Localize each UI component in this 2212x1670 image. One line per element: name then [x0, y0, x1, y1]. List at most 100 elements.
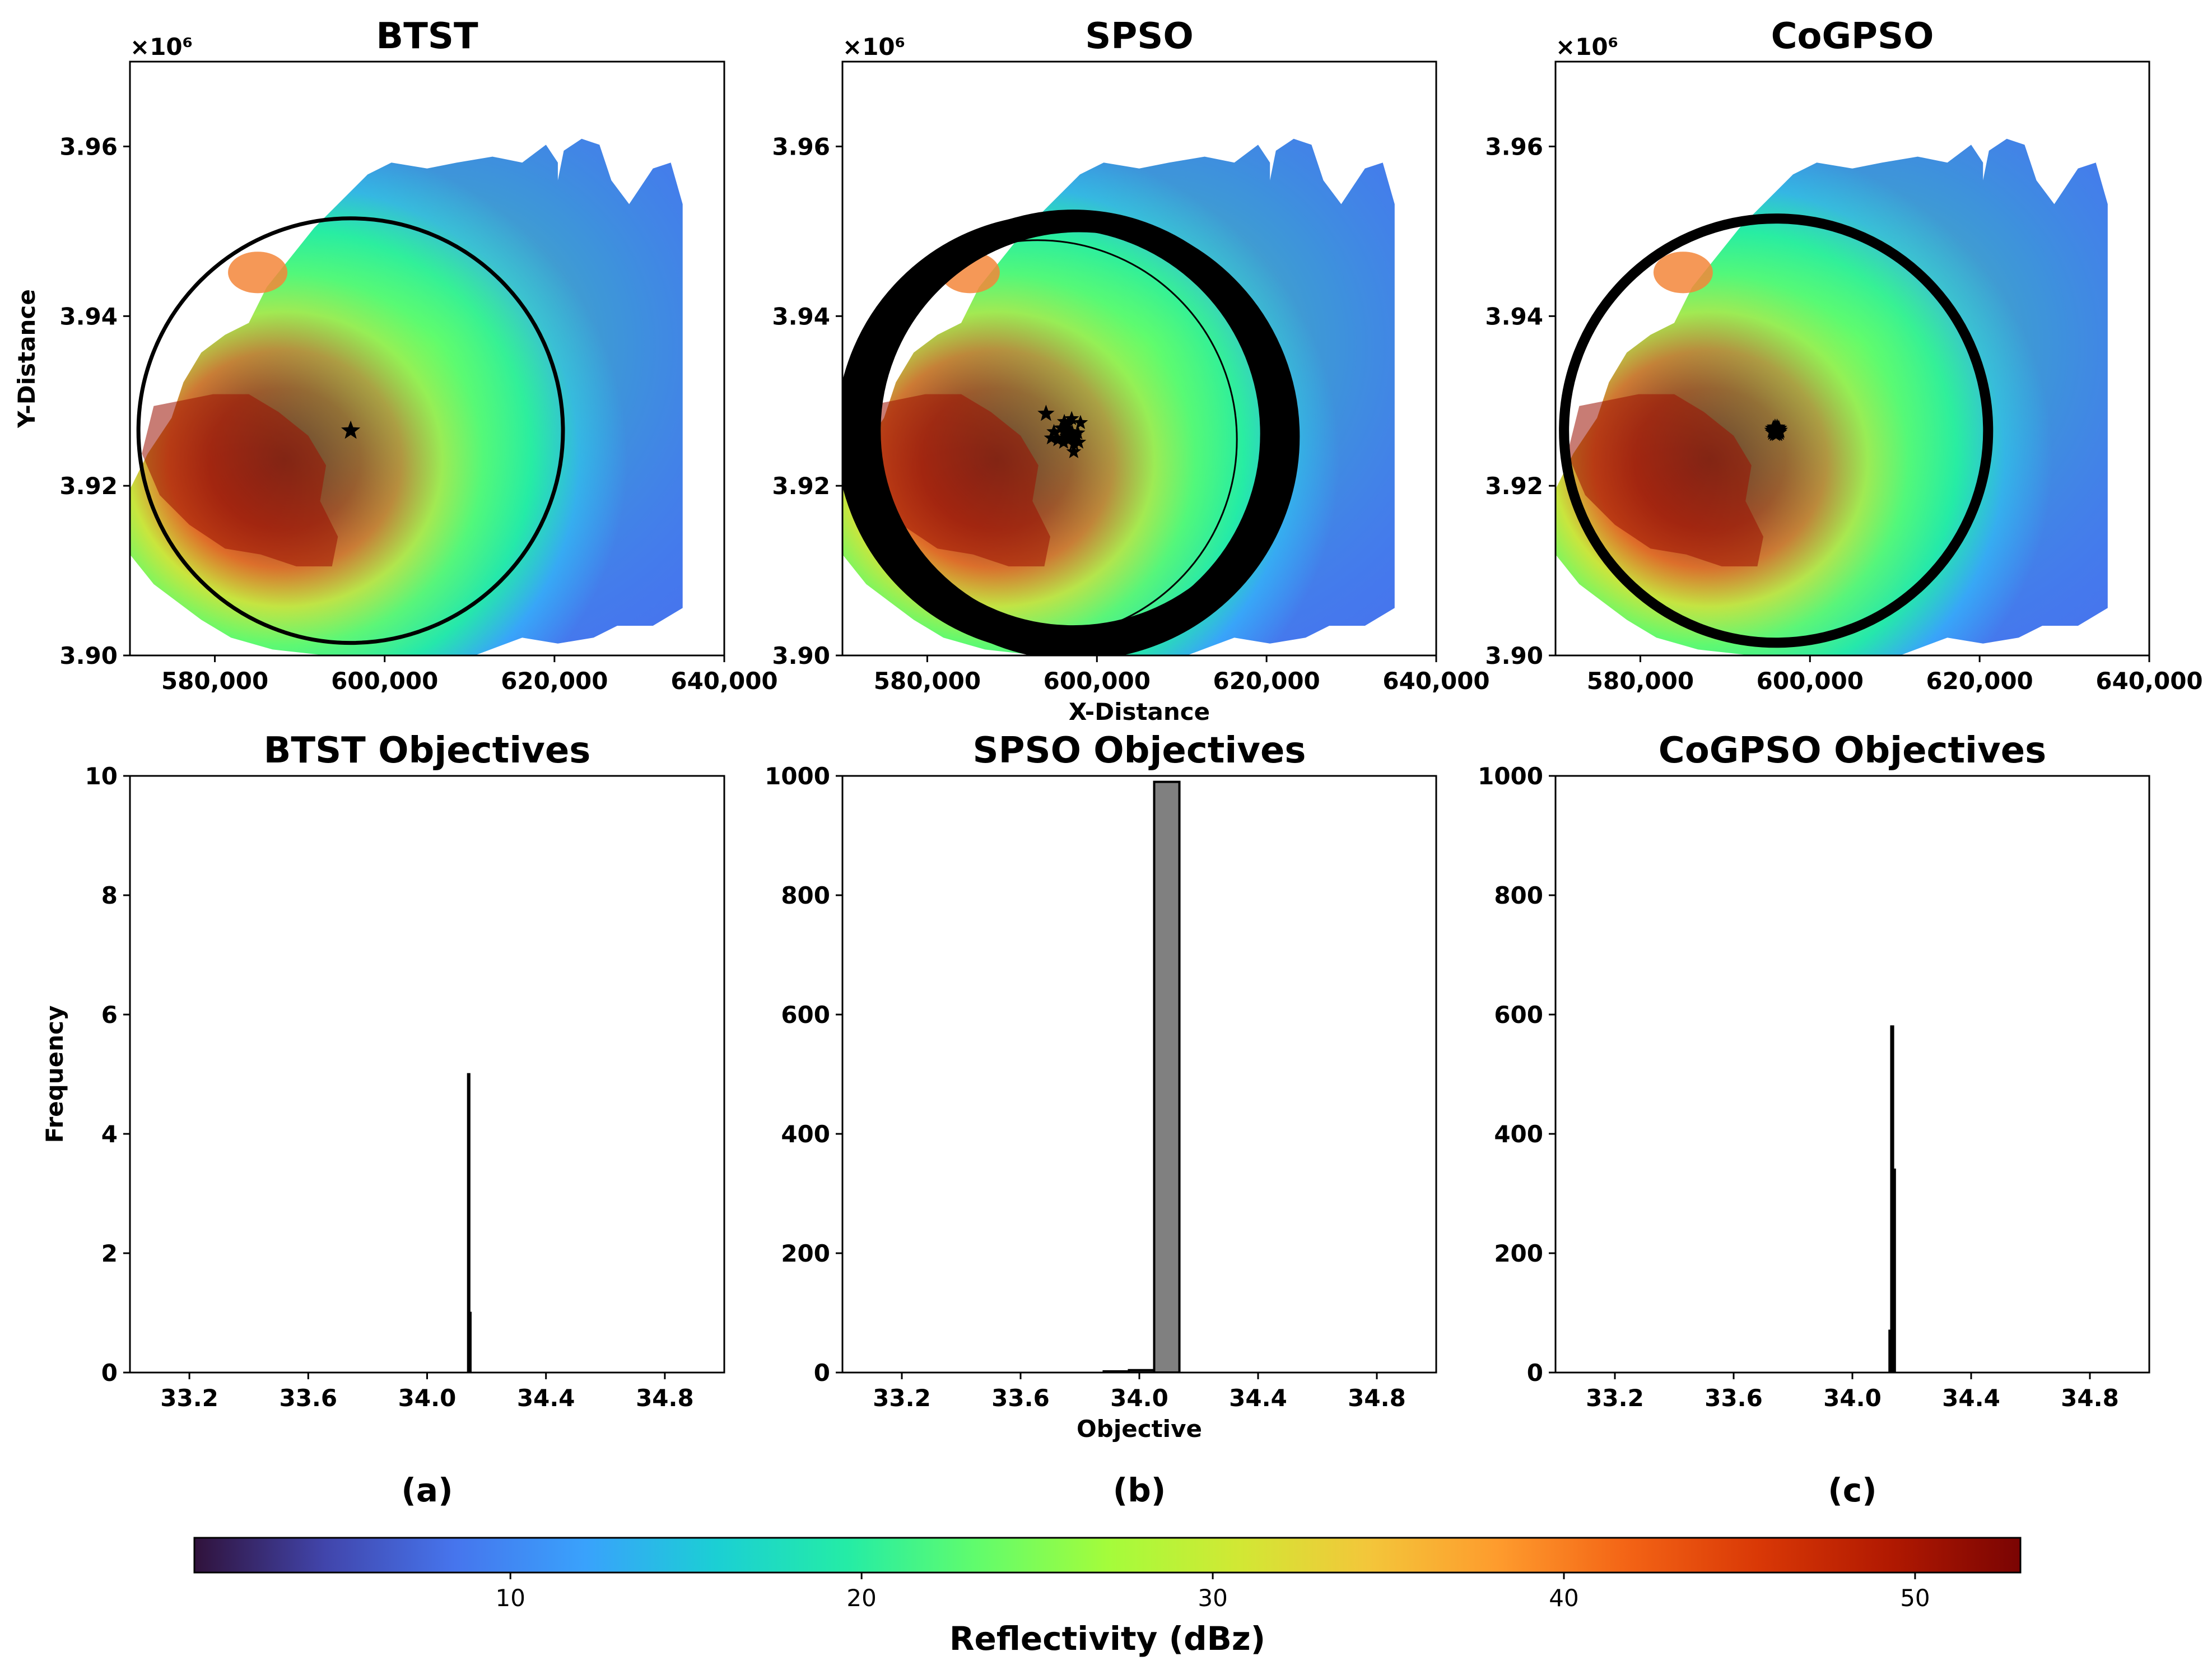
- x-axis-label: X-Distance: [1069, 698, 1210, 725]
- axes-frame: [129, 61, 725, 657]
- y-tick-label: 600: [781, 1001, 830, 1029]
- x-tick-label: 34.0: [1823, 1384, 1882, 1412]
- candidate-center-marker: [1071, 434, 1087, 449]
- star-marker: [341, 420, 361, 439]
- histogram-bars: [1888, 1025, 1896, 1373]
- histogram-bars: [1102, 780, 1181, 1373]
- storm-core: [1567, 394, 1763, 566]
- candidate-center-marker: [1056, 413, 1072, 429]
- x-tick-label: 640,000: [1382, 667, 1489, 695]
- x-tick-label: 34.8: [636, 1384, 694, 1412]
- candidate-circle: [1559, 213, 1994, 648]
- reflectivity-field: [842, 138, 1395, 655]
- y-tick-label: 3.96: [772, 133, 830, 160]
- axes-frame: [841, 61, 1437, 657]
- map-panel-2: ×10⁶ 580,000 600,000 620,000 640,000 3.90 3.92…: [1485, 16, 2202, 695]
- map-panel-0: ×10⁶ 580,000 600,000 620,000 640,000 3.90 3.92…: [13, 16, 778, 695]
- x-tick-label: 620,000: [501, 667, 608, 695]
- candidate-circle: [136, 216, 565, 645]
- y-tick-label: 3.92: [772, 472, 830, 500]
- star-marker: [1037, 404, 1055, 421]
- axis-offset-label: ×10⁶: [130, 33, 193, 61]
- x-tick-label: 34.8: [2061, 1384, 2119, 1412]
- y-tick-label: 3.92: [59, 472, 118, 500]
- candidate-center-marker: [1050, 432, 1065, 446]
- x-tick-label: 33.2: [1586, 1384, 1644, 1412]
- axis-offset-label: ×10⁶: [1556, 33, 1618, 61]
- secondary-cell: [1653, 252, 1713, 294]
- storm-core: [142, 394, 338, 566]
- reflectivity-field: [130, 138, 683, 655]
- panel-title: CoGPSO Objectives: [1659, 730, 2046, 771]
- x-tick-label: 580,000: [161, 667, 268, 695]
- candidate-center-marker: [1054, 420, 1069, 435]
- candidate-center-marker: [1770, 420, 1787, 436]
- histogram-bar: [468, 1311, 472, 1373]
- x-tick-label: 620,000: [1213, 667, 1320, 695]
- candidate-center-marker: [1073, 415, 1088, 429]
- y-tick-label: 0: [101, 1359, 118, 1387]
- y-axis-label: Frequency: [41, 1006, 68, 1143]
- y-tick-label: 200: [1494, 1240, 1543, 1267]
- y-tick-label: 600: [1494, 1001, 1543, 1029]
- x-tick-label: 33.2: [160, 1384, 218, 1412]
- panel-title: SPSO Objectives: [972, 730, 1306, 771]
- y-tick-label: 6: [101, 1001, 118, 1029]
- y-tick-label: 3.92: [1485, 472, 1543, 500]
- axes-frame: [841, 775, 1437, 1374]
- y-tick-label: 3.94: [1485, 303, 1543, 330]
- candidate-center-marker: [1064, 411, 1079, 425]
- y-tick-label: 0: [814, 1359, 830, 1387]
- x-tick-label: 34.0: [398, 1384, 457, 1412]
- hist-panel-0: 33.2 33.6 34.0 34.4 34.8 0 2 4 6 8 10 BTST Objectiv…: [41, 730, 725, 1412]
- colorbar: [193, 1537, 2022, 1574]
- candidate-center-marker: [1070, 425, 1086, 440]
- y-tick-label: 3.94: [772, 303, 830, 330]
- x-tick-label: 34.4: [517, 1384, 575, 1412]
- x-tick-label: 33.2: [873, 1384, 931, 1412]
- y-tick-label: 3.90: [1485, 642, 1543, 669]
- colorbar-tick-label: 20: [846, 1584, 876, 1612]
- axes-frame: [1554, 775, 2150, 1374]
- y-tick-label: 3.90: [59, 642, 118, 669]
- colorbar-tick-label: 50: [1900, 1584, 1930, 1612]
- histogram-bar: [1153, 780, 1181, 1373]
- map-panel-1: ×10⁶ 580,000 600,000 620,000 640,000 3.90 3.92…: [772, 16, 1489, 725]
- x-tick-label: 34.0: [1110, 1384, 1168, 1412]
- axis-offset-label: ×10⁶: [842, 33, 905, 61]
- panel-letter-label: (b): [1113, 1471, 1166, 1509]
- panel-title: BTST: [376, 16, 478, 57]
- colorbar-tick-label: 10: [496, 1584, 525, 1612]
- y-tick-label: 10: [85, 762, 118, 790]
- candidate-center-marker: [1056, 434, 1072, 449]
- panel-letter-label: (a): [401, 1471, 453, 1509]
- y-tick-label: 1000: [765, 762, 830, 790]
- x-tick-label: 34.4: [1229, 1384, 1287, 1412]
- x-tick-label: 33.6: [991, 1384, 1050, 1412]
- y-tick-label: 8: [101, 882, 118, 909]
- y-tick-label: 2: [101, 1240, 118, 1267]
- colorbar-label: Reflectivity (dBz): [949, 1620, 1265, 1658]
- colorbar-tick-label: 40: [1549, 1584, 1578, 1612]
- axes-frame: [1554, 61, 2150, 657]
- x-tick-label: 34.4: [1942, 1384, 2000, 1412]
- y-tick-label: 0: [1527, 1359, 1543, 1387]
- y-tick-label: 800: [781, 882, 830, 909]
- y-tick-label: 3.96: [1485, 133, 1543, 160]
- histogram-bar: [467, 1073, 471, 1373]
- histogram-bar: [1892, 1168, 1896, 1373]
- panel-title: CoGPSO: [1771, 16, 1934, 57]
- candidate-center-marker: [1060, 432, 1075, 446]
- candidate-center-marker: [1066, 444, 1082, 458]
- candidate-center-marker: [1067, 436, 1082, 450]
- x-tick-label: 600,000: [331, 667, 438, 695]
- panel-letter-label: (c): [1828, 1471, 1876, 1509]
- x-tick-label: 640,000: [670, 667, 777, 695]
- x-tick-label: 580,000: [1587, 667, 1694, 695]
- y-tick-label: 3.94: [59, 303, 118, 330]
- y-tick-label: 400: [781, 1120, 830, 1148]
- x-tick-label: 600,000: [1757, 667, 1864, 695]
- x-tick-label: 580,000: [874, 667, 981, 695]
- x-tick-label: 33.6: [279, 1384, 337, 1412]
